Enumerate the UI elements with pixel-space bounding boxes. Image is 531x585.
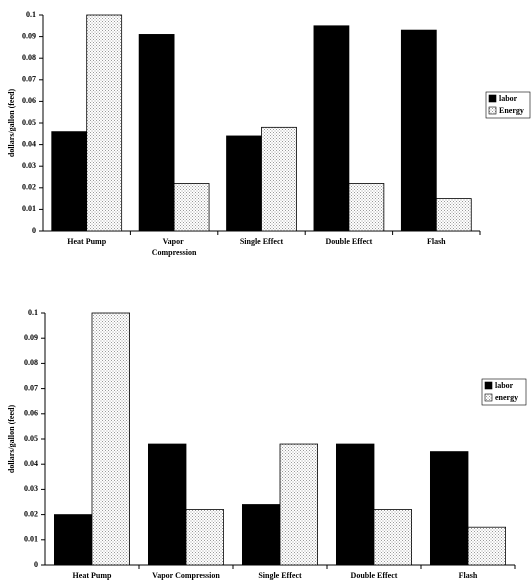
bar: [313, 25, 350, 232]
y-tick-label: 0.06: [24, 409, 38, 418]
y-tick-label: 0.1: [26, 10, 36, 19]
bar: [435, 198, 472, 232]
bar: [467, 526, 506, 566]
y-axis-label: dollars/gallon (feed): [7, 405, 16, 474]
bar: [185, 509, 224, 566]
bar: [54, 514, 93, 566]
x-tick-label: Double Effect: [351, 571, 398, 580]
bar: [138, 34, 175, 232]
y-tick-label: 0.07: [24, 383, 38, 392]
legend-swatch: [484, 393, 493, 402]
bar: [86, 14, 123, 232]
x-tick-label: Flash: [427, 237, 446, 246]
y-tick-label: 0.04: [24, 459, 38, 468]
bar: [226, 135, 262, 232]
bar: [261, 126, 297, 232]
y-tick-label: 0.06: [22, 96, 36, 105]
y-tick-label: 0.03: [24, 484, 38, 493]
x-tick-label: Single Effect: [240, 237, 284, 246]
legend-label: Energy: [499, 106, 524, 115]
y-tick-label: 0.02: [24, 509, 38, 518]
y-tick-label: 0: [34, 560, 38, 569]
y-tick-label: 0.04: [22, 139, 36, 148]
x-tick-label: Heat Pump: [73, 571, 112, 580]
y-tick-label: 0.07: [22, 75, 36, 84]
x-tick-label: Vapor Compression: [152, 237, 197, 257]
x-tick-label: Single Effect: [258, 571, 302, 580]
y-axis-label: dollars/gallon (feed): [7, 89, 16, 158]
bar: [429, 451, 469, 566]
bar: [241, 504, 281, 566]
y-tick-label: 0.09: [22, 31, 36, 40]
y-tick-label: 0.01: [24, 535, 38, 544]
y-tick-label: 0.05: [22, 118, 36, 127]
legend-label: energy: [495, 393, 518, 402]
x-tick-label: Heat Pump: [67, 237, 106, 246]
bar: [173, 183, 210, 232]
legend-label: labor: [495, 381, 514, 390]
legend-label: labor: [499, 94, 518, 103]
y-tick-label: 0.08: [24, 358, 38, 367]
bar: [147, 443, 187, 566]
y-tick-label: 0.09: [24, 333, 38, 342]
legend-swatch: [488, 106, 497, 115]
bar: [91, 312, 130, 566]
y-tick-label: 0.08: [22, 53, 36, 62]
legend: labor Energy: [485, 91, 531, 119]
y-tick-label: 0.02: [22, 183, 36, 192]
x-tick-label: Flash: [459, 571, 478, 580]
bar: [335, 443, 375, 566]
bar: [373, 509, 412, 566]
y-tick-label: 0.01: [22, 204, 36, 213]
legend-swatch: [484, 381, 493, 390]
y-tick-label: 0.03: [22, 161, 36, 170]
x-tick-label: Double Effect: [325, 237, 372, 246]
y-tick-label: 0.05: [24, 434, 38, 443]
legend: labor energy: [481, 378, 527, 406]
y-tick-label: 0.1: [28, 308, 38, 317]
bar: [348, 183, 385, 232]
bar: [51, 131, 88, 232]
bar: [279, 443, 318, 566]
bar: [400, 29, 437, 232]
y-tick-label: 0: [32, 226, 36, 235]
legend-swatch: [488, 94, 497, 103]
x-tick-label: Vapor Compression: [152, 571, 220, 580]
